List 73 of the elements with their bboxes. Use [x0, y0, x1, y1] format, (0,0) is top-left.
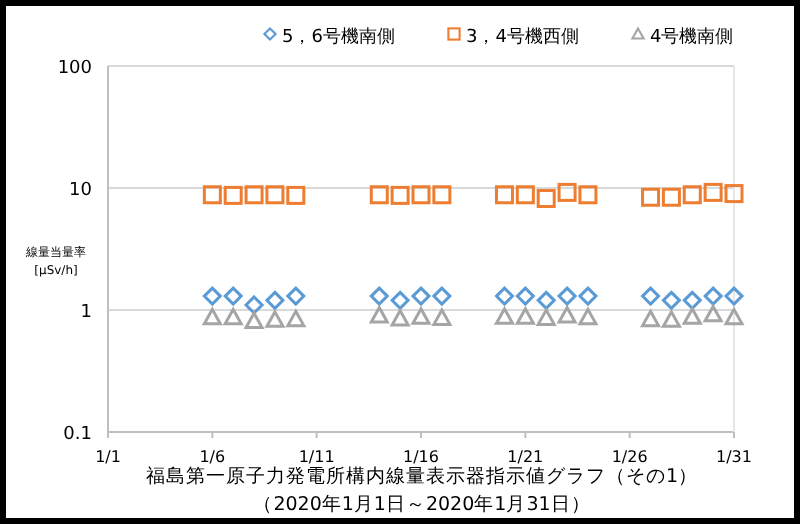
point — [661, 310, 681, 328]
point — [244, 295, 264, 315]
point — [682, 307, 702, 325]
x-tick-label: 1/31 — [716, 448, 752, 466]
point — [515, 307, 535, 325]
x-tick-label: 1/6 — [199, 448, 226, 466]
legend-label: 5，6号機南側 — [282, 26, 395, 48]
point — [682, 290, 702, 310]
point — [432, 286, 452, 306]
point — [390, 290, 410, 310]
point — [661, 187, 681, 207]
point — [641, 309, 661, 328]
x-tick-label: 1/16 — [403, 448, 439, 466]
legend-label: 3，4号機西側 — [466, 26, 579, 48]
point — [244, 311, 264, 330]
point — [515, 286, 535, 306]
point — [223, 185, 243, 205]
point — [202, 286, 222, 306]
point — [202, 307, 222, 326]
x-tick-label: 1/21 — [507, 448, 544, 466]
point — [265, 310, 285, 328]
point — [223, 286, 243, 306]
point — [641, 286, 661, 306]
point — [494, 185, 514, 205]
point — [432, 185, 452, 205]
point — [724, 184, 744, 204]
point — [703, 182, 723, 202]
point — [682, 185, 702, 205]
point — [578, 185, 598, 205]
point — [536, 189, 556, 209]
point — [724, 307, 744, 326]
point — [557, 286, 577, 306]
point — [703, 286, 723, 306]
point — [641, 187, 661, 207]
y-tick-label: 10 — [69, 181, 93, 201]
point — [432, 308, 452, 326]
point — [286, 309, 306, 328]
point — [390, 185, 410, 205]
y-tick-label: 1 — [80, 303, 92, 323]
point — [223, 307, 243, 326]
point — [244, 185, 264, 205]
point — [536, 290, 556, 310]
point — [557, 182, 577, 202]
legend-label: 4号機南側 — [650, 26, 734, 48]
point — [369, 185, 389, 205]
point — [369, 286, 389, 306]
y-tick-label: 100 — [57, 59, 93, 79]
point — [536, 308, 556, 326]
point — [265, 185, 285, 205]
point — [515, 185, 535, 205]
point — [202, 185, 222, 205]
x-tick-label: 1/26 — [611, 448, 648, 466]
point — [494, 307, 514, 325]
point — [286, 185, 306, 205]
point — [369, 306, 389, 324]
x-tick-label: 1/11 — [298, 448, 335, 466]
point — [703, 304, 723, 323]
point — [578, 307, 598, 326]
text: （2020年1月1日～2020年1月31日） — [253, 492, 591, 516]
point — [724, 286, 744, 306]
point — [411, 286, 431, 306]
point — [265, 290, 285, 310]
point — [661, 290, 681, 310]
point — [494, 286, 514, 306]
text: 福島第一原子力発電所構内線量表示器指示値グラフ（その1） — [145, 464, 699, 488]
point — [578, 286, 598, 306]
x-tick-label: 1/1 — [95, 448, 121, 466]
point — [411, 185, 431, 205]
point — [411, 307, 431, 325]
point — [390, 309, 410, 327]
y-tick-label: 0.1 — [63, 425, 92, 445]
point — [286, 286, 306, 306]
point — [557, 306, 577, 324]
